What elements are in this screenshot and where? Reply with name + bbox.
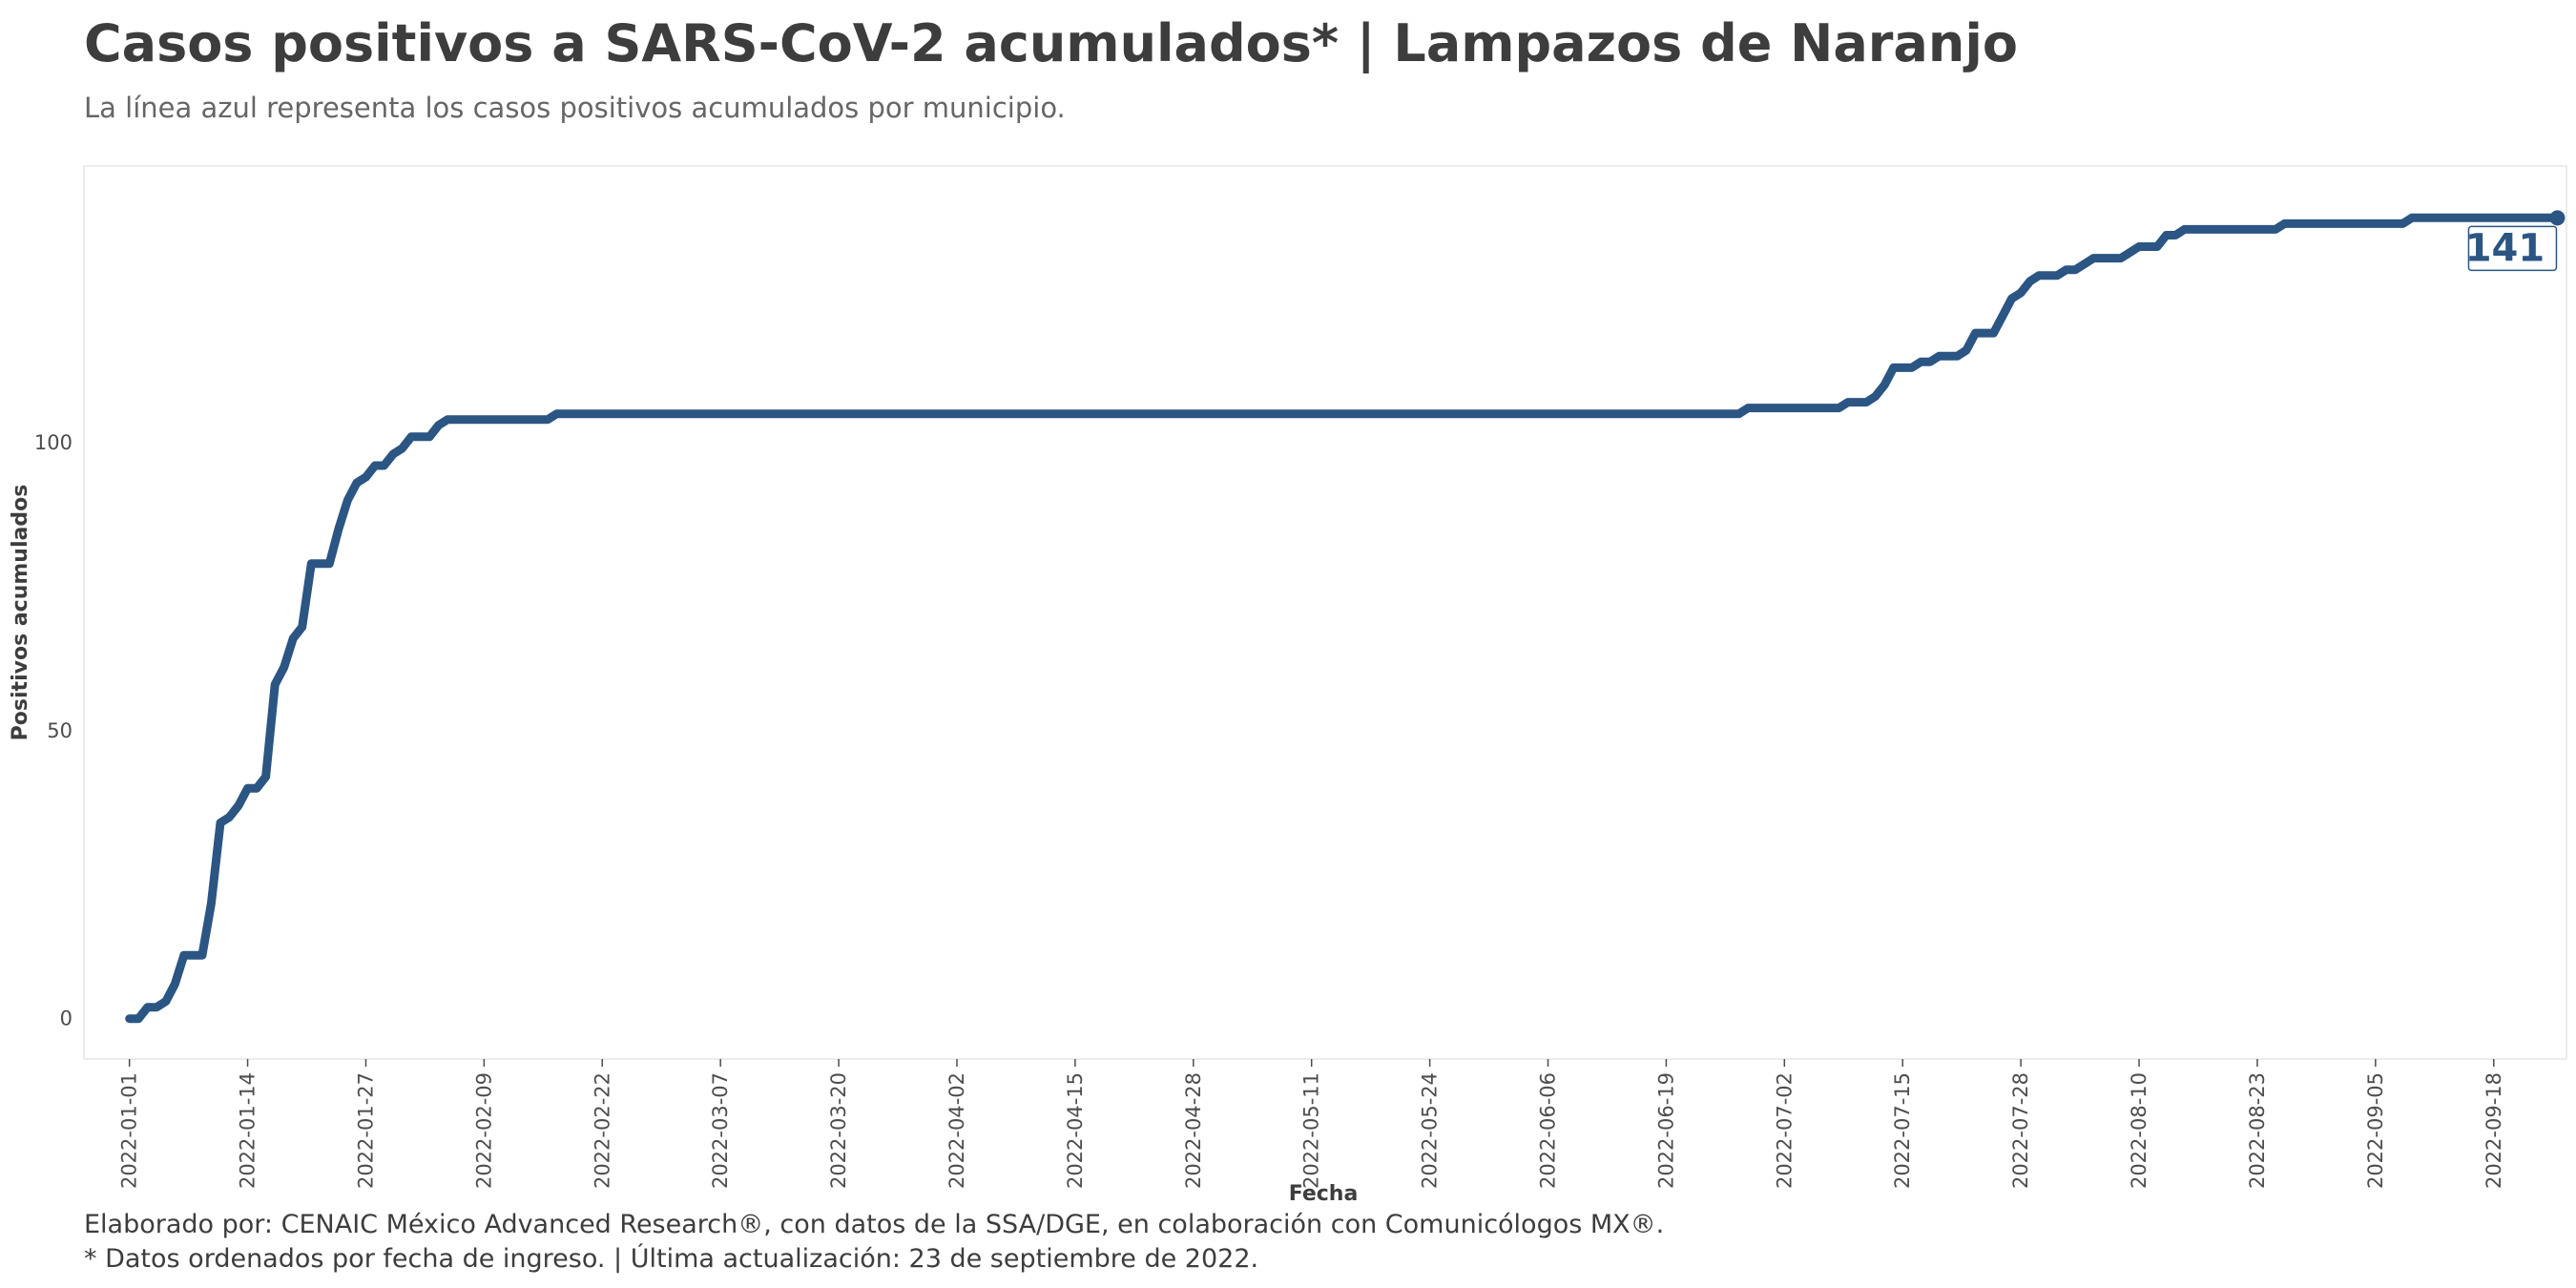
x-tick-label: 2022-09-05 — [2364, 1072, 2387, 1189]
y-axis-title: Positivos acumulados — [9, 485, 32, 741]
x-tick-label: 2022-01-01 — [118, 1072, 141, 1189]
y-tick-label: 100 — [34, 431, 73, 454]
x-tick-label: 2022-03-20 — [827, 1072, 850, 1189]
x-tick-label: 2022-07-15 — [1891, 1072, 1914, 1189]
x-tick-label: 2022-06-19 — [1654, 1072, 1677, 1189]
x-tick-label: 2022-05-24 — [1419, 1072, 1442, 1189]
x-tick-label: 2022-09-18 — [2483, 1072, 2505, 1189]
x-tick-label: 2022-08-23 — [2246, 1072, 2269, 1189]
x-tick-label: 2022-04-15 — [1064, 1072, 1087, 1189]
chart-title: Casos positivos a SARS-CoV-2 acumulados*… — [84, 13, 2018, 73]
x-tick-label: 2022-06-06 — [1537, 1072, 1560, 1189]
x-tick-label: 2022-01-27 — [354, 1072, 377, 1189]
source-caption: Elaborado por: CENAIC México Advanced Re… — [84, 1210, 1665, 1239]
x-tick-label: 2022-05-11 — [1300, 1072, 1323, 1189]
last-value-label: 141 — [2465, 226, 2545, 270]
y-axis: 0 50 100 — [34, 431, 73, 1030]
y-tick-label: 50 — [47, 719, 73, 742]
y-tick-label: 0 — [60, 1008, 73, 1030]
chart-subtitle: La línea azul representa los casos posit… — [84, 92, 1066, 124]
x-tick-label: 2022-04-02 — [945, 1072, 968, 1189]
x-axis-title: Fecha — [1289, 1182, 1359, 1206]
x-tick-label: 2022-03-07 — [709, 1072, 732, 1189]
x-tick-label: 2022-07-28 — [2009, 1072, 2032, 1189]
x-axis: 2022-01-01 2022-01-14 2022-01-27 2022-02-09… — [118, 1059, 2505, 1189]
x-tick-label: 2022-02-22 — [591, 1072, 613, 1189]
last-point-marker — [2549, 210, 2566, 226]
notes-caption: * Datos ordenados por fecha de ingreso. … — [84, 1244, 1259, 1274]
last-value-label-box — [2467, 225, 2558, 272]
cumulative-cases-line — [125, 213, 2562, 1024]
plot-panel — [83, 165, 2567, 1060]
x-tick-label: 2022-02-09 — [472, 1072, 495, 1189]
x-tick-label: 2022-01-14 — [237, 1072, 260, 1189]
x-tick-label: 2022-08-10 — [2128, 1072, 2150, 1189]
x-tick-label: 2022-04-28 — [1182, 1072, 1205, 1189]
x-tick-label: 2022-07-02 — [1773, 1072, 1796, 1189]
